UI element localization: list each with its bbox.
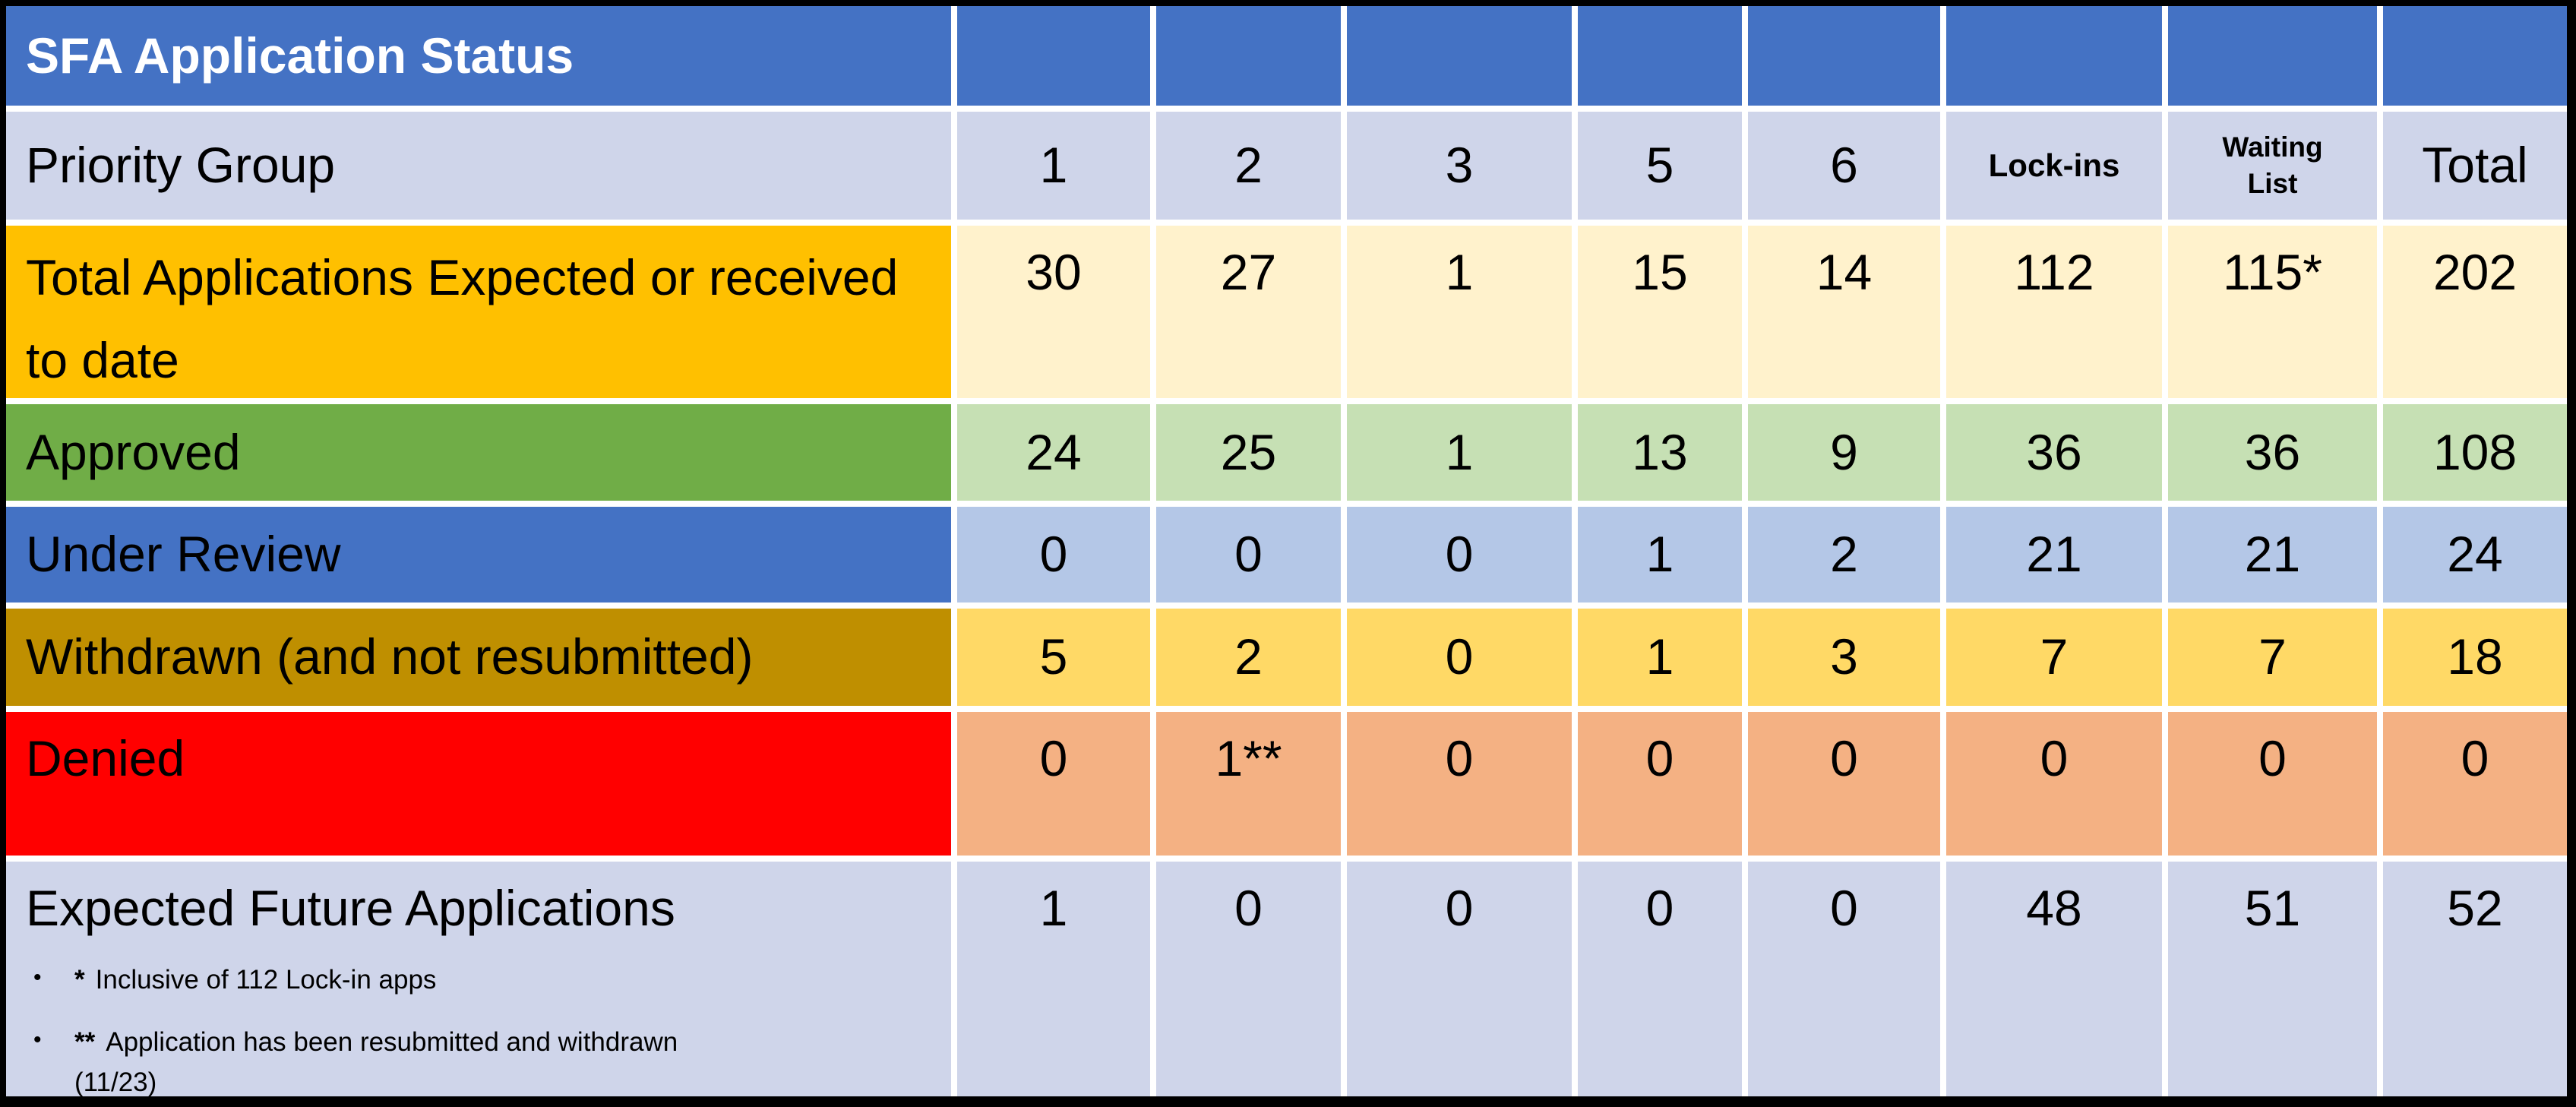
header-spacer-cell <box>1946 6 2162 106</box>
row-label-under-review: Under Review <box>6 507 951 603</box>
value-cell: 1 <box>1347 404 1572 501</box>
col-header-pg2: 2 <box>1156 112 1341 220</box>
value-cell: 0 <box>1578 712 1742 856</box>
col-header-total: Total <box>2383 112 2567 220</box>
waiting-list-text: Waiting List <box>2222 131 2323 199</box>
value-cell: 0 <box>1156 862 1341 1096</box>
value-cell: 1 <box>1347 226 1572 398</box>
value-cell: 2 <box>1156 609 1341 706</box>
footnote-resubmitted: • ** Application has been resubmitted and … <box>26 1023 694 1096</box>
footnote-text: Inclusive of 112 Lock-in apps <box>95 964 437 995</box>
value-cell: 115* <box>2168 226 2377 398</box>
value-cell: 0 <box>1347 712 1572 856</box>
value-cell: 13 <box>1578 404 1742 501</box>
header-spacer-cell <box>1347 6 1572 106</box>
value-cell: 21 <box>1946 507 2162 603</box>
header-spacer-cell <box>2383 6 2567 106</box>
value-cell: 0 <box>1347 609 1572 706</box>
footnote-list: • * Inclusive of 112 Lock-in apps • ** Appli… <box>26 960 694 1096</box>
header-spacer-cell <box>1578 6 1742 106</box>
row-label-future: Expected Future Applications • * Inclusive… <box>6 862 951 1096</box>
value-cell: 36 <box>1946 404 2162 501</box>
header-spacer-cell <box>957 6 1150 106</box>
row-label-denied: Denied <box>6 712 951 856</box>
value-cell: 25 <box>1156 404 1341 501</box>
row-label-approved: Approved <box>6 404 951 501</box>
value-cell: 15 <box>1578 226 1742 398</box>
value-cell: 2 <box>1748 507 1940 603</box>
footnote-marker: ** <box>74 1027 96 1058</box>
header-spacer-cell <box>1748 6 1940 106</box>
value-cell: 48 <box>1946 862 2162 1096</box>
col-header-pg3: 3 <box>1347 112 1572 220</box>
value-cell: 7 <box>2168 609 2377 706</box>
value-cell: 1 <box>1578 507 1742 603</box>
value-cell: 1 <box>1578 609 1742 706</box>
value-cell: 5 <box>957 609 1150 706</box>
value-cell: 108 <box>2383 404 2567 501</box>
value-cell: 7 <box>1946 609 2162 706</box>
value-cell: 0 <box>957 712 1150 856</box>
value-cell: 0 <box>1578 862 1742 1096</box>
footnote-text: Application has been resubmitted and wit… <box>74 1027 678 1096</box>
future-row-title: Expected Future Applications <box>26 880 675 936</box>
status-table: SFA Application Status Priority Group 1 … <box>6 6 2567 1096</box>
col-header-pg5: 5 <box>1578 112 1742 220</box>
value-cell: 0 <box>1347 862 1572 1096</box>
col-header-pg1: 1 <box>957 112 1150 220</box>
value-cell: 0 <box>1347 507 1572 603</box>
value-cell: 51 <box>2168 862 2377 1096</box>
value-cell: 14 <box>1748 226 1940 398</box>
value-cell: 27 <box>1156 226 1341 398</box>
value-cell: 0 <box>2383 712 2567 856</box>
value-cell: 1 <box>957 862 1150 1096</box>
value-cell: 9 <box>1748 404 1940 501</box>
row-label-expected-received: Total Applications Expected or received … <box>6 226 951 398</box>
header-spacer-cell <box>1156 6 1341 106</box>
value-cell: 202 <box>2383 226 2567 398</box>
value-cell: 0 <box>1748 712 1940 856</box>
col-header-pg6: 6 <box>1748 112 1940 220</box>
bullet-icon: • <box>33 1027 42 1053</box>
value-cell: 3 <box>1748 609 1940 706</box>
value-cell: 24 <box>2383 507 2567 603</box>
header-spacer-cell <box>2168 6 2377 106</box>
value-cell: 24 <box>957 404 1150 501</box>
value-cell: 21 <box>2168 507 2377 603</box>
value-cell: 0 <box>1748 862 1940 1096</box>
footnote-lockin-apps: • * Inclusive of 112 Lock-in apps <box>26 960 694 1001</box>
row-label-withdrawn: Withdrawn (and not resubmitted) <box>6 609 951 706</box>
table-title: SFA Application Status <box>6 6 951 106</box>
value-cell: 0 <box>957 507 1150 603</box>
value-cell: 18 <box>2383 609 2567 706</box>
footnote-marker: * <box>74 964 85 995</box>
col-header-lockins: Lock-ins <box>1946 112 2162 220</box>
value-cell: 1** <box>1156 712 1341 856</box>
col-header-waiting-list: Waiting List <box>2168 112 2377 220</box>
value-cell: 0 <box>1156 507 1341 603</box>
bullet-icon: • <box>33 964 42 990</box>
value-cell: 0 <box>1946 712 2162 856</box>
value-cell: 36 <box>2168 404 2377 501</box>
value-cell: 52 <box>2383 862 2567 1096</box>
value-cell: 112 <box>1946 226 2162 398</box>
value-cell: 30 <box>957 226 1150 398</box>
priority-group-label: Priority Group <box>6 112 951 220</box>
value-cell: 0 <box>2168 712 2377 856</box>
